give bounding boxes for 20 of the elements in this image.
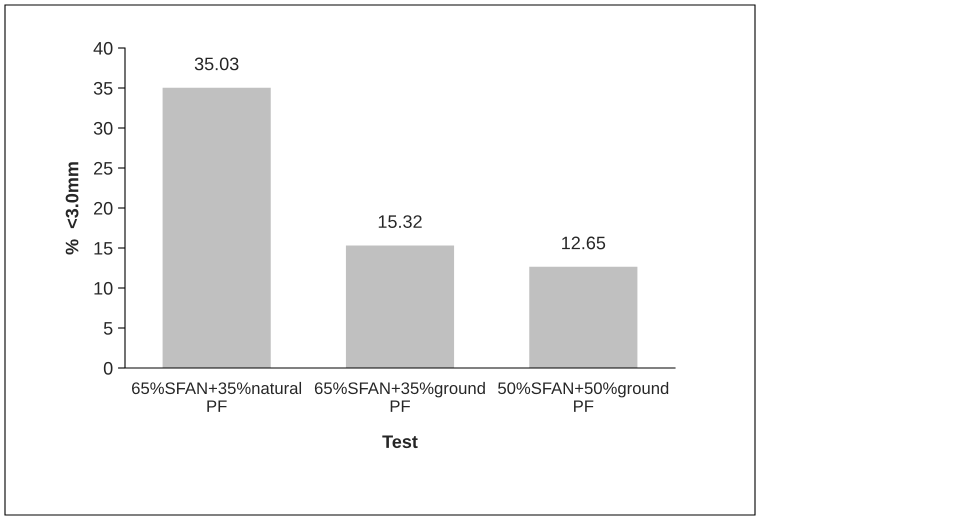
y-tick-label: 10	[94, 282, 112, 295]
y-tick-label: 5	[104, 322, 112, 335]
y-tick-label: 0	[104, 362, 112, 375]
data-label: 15.32	[378, 215, 422, 228]
y-tick-label: 25	[94, 162, 112, 175]
data-label: 35.03	[194, 58, 238, 70]
x-tick-label: 50%SFAN+50%ground PF	[498, 382, 668, 412]
y-tick-label: 15	[94, 242, 112, 255]
x-tick-label: 65%SFAN+35%natural PF	[132, 382, 302, 412]
x-tick-label: 65%SFAN+35%ground PF	[314, 382, 485, 412]
bar	[162, 88, 271, 368]
data-label: 12.65	[562, 236, 606, 250]
bar	[346, 245, 454, 368]
y-tick-label: 30	[94, 122, 112, 135]
y-tick-label: 35	[94, 82, 112, 95]
y-axis-title: % <3.0mm	[66, 162, 78, 254]
y-tick-label: 40	[94, 42, 112, 55]
y-tick-label: 20	[94, 202, 112, 215]
bar	[529, 266, 638, 368]
x-axis-title: Test	[382, 435, 418, 448]
